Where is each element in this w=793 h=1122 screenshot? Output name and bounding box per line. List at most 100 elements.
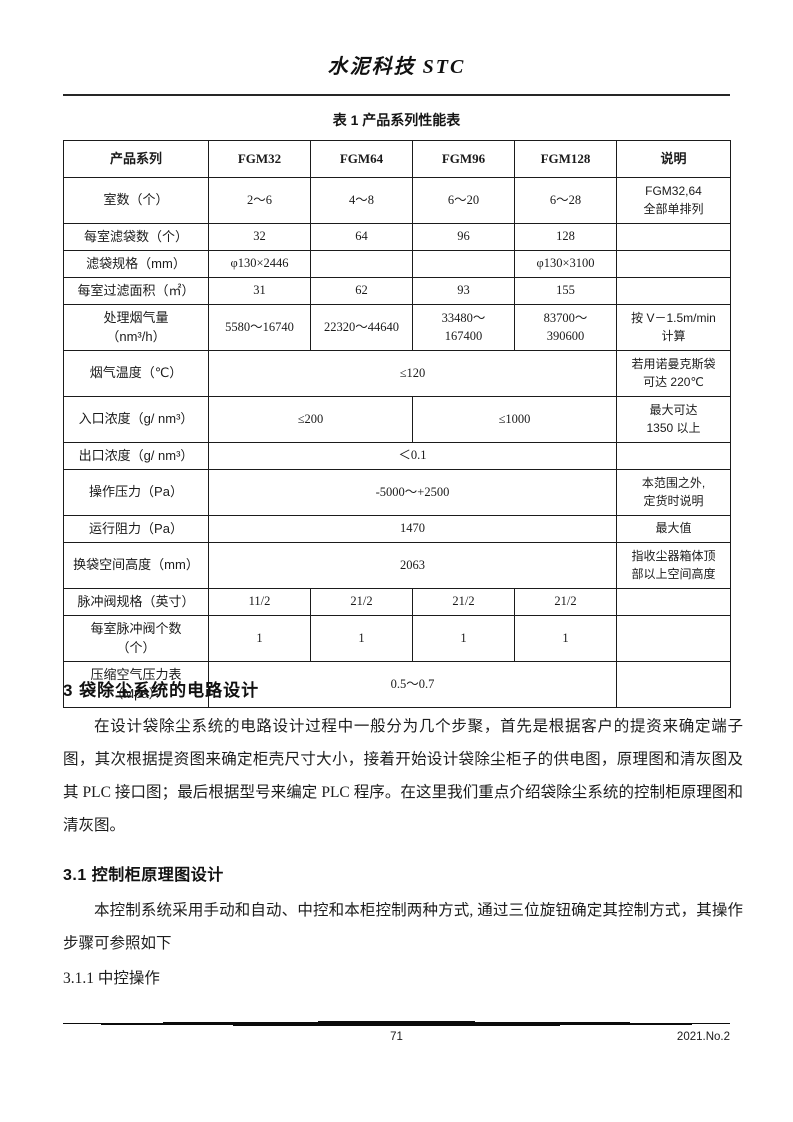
row-label: 滤袋规格（mm） [63, 250, 209, 278]
table-row: 每室滤袋数（个） 32 64 96 128 [63, 223, 731, 251]
col-head-series: 产品系列 [63, 140, 209, 178]
table-row: 入口浓度（g/ nm³） ≤200 ≤1000 最大可达 1350 以上 [63, 396, 731, 443]
table-cell: ＜0.1 [208, 442, 617, 470]
table-cell [310, 250, 413, 278]
table-row: 脉冲阀规格（英寸） 11/2 21/2 21/2 21/2 [63, 588, 731, 616]
row-note [616, 615, 731, 662]
row-label: 运行阻力（Pa） [63, 515, 209, 543]
paragraph-section-3-1: 本控制系统采用手动和自动、中控和本柜控制两种方式, 通过三位旋钮确定其控制方式，… [63, 902, 743, 952]
table-cell: 6～20 [412, 177, 515, 224]
table-cell: 21/2 [310, 588, 413, 616]
running-head-title: 水泥科技 STC [327, 56, 466, 78]
table-cell: 2～6 [208, 177, 311, 224]
row-label: 入口浓度（g/ nm³） [63, 396, 209, 443]
col-head-fgm64: FGM64 [310, 140, 413, 178]
table-cell: ≤200 [208, 396, 413, 443]
spec-table-container: 产品系列 FGM32 FGM64 FGM96 FGM128 说明 室数（个） 2～… [63, 140, 731, 708]
table-caption: 表 1 产品系列性能表 [332, 112, 461, 128]
table-cell: 83700～ 390600 [514, 304, 617, 351]
table-cell: φ130×2446 [208, 250, 311, 278]
product-series-performance-table: 产品系列 FGM32 FGM64 FGM96 FGM128 说明 室数（个） 2～… [63, 140, 731, 708]
header-rule [63, 94, 730, 96]
table-cell: 1 [208, 615, 311, 662]
row-label: 压缩空气压力表 （Mpa） [63, 661, 209, 708]
table-cell: ≤120 [208, 350, 617, 397]
row-label: 每室过滤面积（㎡） [63, 277, 209, 305]
table-row: 每室过滤面积（㎡） 31 62 93 155 [63, 277, 731, 305]
table-cell: 4～8 [310, 177, 413, 224]
table-row: 处理烟气量 （nm³/h） 5580～16740 22320～44640 33480～ 1… [63, 304, 731, 351]
row-note [616, 250, 731, 278]
row-label: 脉冲阀规格（英寸） [63, 588, 209, 616]
row-label: 烟气温度（℃） [63, 350, 209, 397]
row-label: 室数（个） [63, 177, 209, 224]
table-cell: 1470 [208, 515, 617, 543]
table-body: 室数（个） 2～6 4～8 6～20 6～28 FGM32,64 全部单排列 每室滤袋数（个）… [63, 177, 731, 708]
row-note: 最大值 [616, 515, 731, 543]
table-row: 压缩空气压力表 （Mpa） 0.5～0.7 [63, 661, 731, 708]
row-label: 每室滤袋数（个） [63, 223, 209, 251]
row-label: 每室脉冲阀个数 （个） [63, 615, 209, 662]
issue-label: 2021.No.2 [676, 1031, 730, 1043]
table-row: 室数（个） 2～6 4～8 6～20 6～28 FGM32,64 全部单排列 [63, 177, 731, 224]
row-label: 处理烟气量 （nm³/h） [63, 304, 209, 351]
footer-rule [63, 1019, 730, 1028]
row-note: 若用诺曼克斯袋 可达 220℃ [616, 350, 731, 397]
table-cell: 31 [208, 277, 311, 305]
table-cell: 1 [412, 615, 515, 662]
col-head-fgm32: FGM32 [208, 140, 311, 178]
heading-section-3-1: 3.1 控制柜原理图设计 [63, 867, 224, 884]
table-header-row: 产品系列 FGM32 FGM64 FGM96 FGM128 说明 [63, 140, 731, 178]
table-cell: 33480～ 167400 [412, 304, 515, 351]
table-cell: 1 [514, 615, 617, 662]
page-number: 71 [390, 1031, 403, 1043]
table-cell: 21/2 [412, 588, 515, 616]
table-cell [412, 250, 515, 278]
row-note [616, 277, 731, 305]
row-note [616, 661, 731, 708]
table-row: 换袋空间高度（mm） 2063 指收尘器箱体顶 部以上空间高度 [63, 542, 731, 589]
table-cell: 96 [412, 223, 515, 251]
table-cell: 0.5～0.7 [208, 661, 617, 708]
table-cell: 64 [310, 223, 413, 251]
heading-section-3: 3 袋除尘系统的电路设计 [63, 681, 260, 700]
table-cell: 1 [310, 615, 413, 662]
table-cell: 5580～16740 [208, 304, 311, 351]
row-note [616, 223, 731, 251]
table-cell: 22320～44640 [310, 304, 413, 351]
row-note [616, 588, 731, 616]
row-note: 本范围之外, 定货时说明 [616, 469, 731, 516]
table-header: 产品系列 FGM32 FGM64 FGM96 FGM128 说明 [63, 140, 731, 178]
col-head-fgm128: FGM128 [514, 140, 617, 178]
col-head-fgm96: FGM96 [412, 140, 515, 178]
table-cell: 62 [310, 277, 413, 305]
row-label: 出口浓度（g/ nm³） [63, 442, 209, 470]
table-cell: 93 [412, 277, 515, 305]
table-cell: 32 [208, 223, 311, 251]
table-row: 每室脉冲阀个数 （个） 1 1 1 1 [63, 615, 731, 662]
col-head-note: 说明 [616, 140, 731, 178]
table-cell: 21/2 [514, 588, 617, 616]
row-note: 最大可达 1350 以上 [616, 396, 731, 443]
table-cell: 2063 [208, 542, 617, 589]
table-cell: -5000～+2500 [208, 469, 617, 516]
row-note: FGM32,64 全部单排列 [616, 177, 731, 224]
table-row: 操作压力（Pa） -5000～+2500 本范围之外, 定货时说明 [63, 469, 731, 516]
row-note: 按 V－1.5m/min 计算 [616, 304, 731, 351]
table-cell: ≤1000 [412, 396, 617, 443]
paragraph-section-3: 在设计袋除尘系统的电路设计过程中一般分为几个步聚，首先是根据客户的提资来确定端子… [63, 718, 743, 834]
table-cell: 11/2 [208, 588, 311, 616]
row-note: 指收尘器箱体顶 部以上空间高度 [616, 542, 731, 589]
row-label: 换袋空间高度（mm） [63, 542, 209, 589]
table-cell: 128 [514, 223, 617, 251]
table-row: 烟气温度（℃） ≤120 若用诺曼克斯袋 可达 220℃ [63, 350, 731, 397]
table-cell: 155 [514, 277, 617, 305]
row-label: 操作压力（Pa） [63, 469, 209, 516]
row-note [616, 442, 731, 470]
table-cell: φ130×3100 [514, 250, 617, 278]
table-row: 出口浓度（g/ nm³） ＜0.1 [63, 442, 731, 470]
table-row: 滤袋规格（mm） φ130×2446 φ130×3100 [63, 250, 731, 278]
table-row: 运行阻力（Pa） 1470 最大值 [63, 515, 731, 543]
table-cell: 6～28 [514, 177, 617, 224]
